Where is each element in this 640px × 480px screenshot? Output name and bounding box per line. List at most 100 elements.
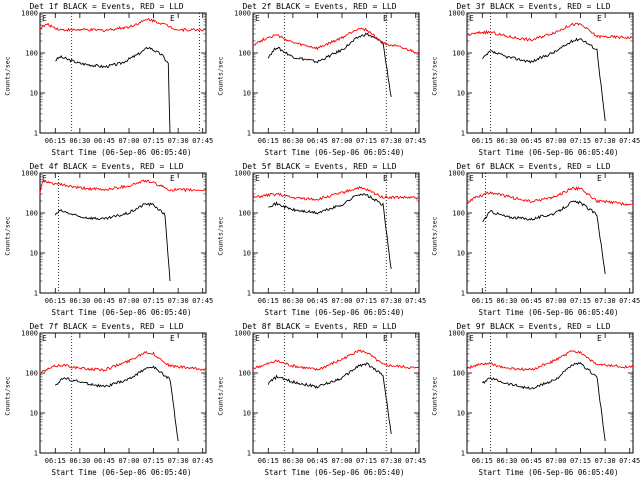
- x-tick-label: 06:30: [282, 297, 303, 305]
- y-tick-label: 100: [238, 50, 251, 58]
- corner-label-left: E: [42, 334, 47, 343]
- x-tick-label: 07:30: [168, 457, 189, 465]
- corner-label-left: E: [469, 14, 474, 23]
- y-tick-label: 1000: [21, 10, 38, 18]
- x-axis-label: Start Time (06-Sep-06 06:05:40): [264, 148, 405, 157]
- x-tick-label: 07:00: [545, 297, 566, 305]
- x-tick-label: 06:30: [282, 137, 303, 145]
- y-axis-label: Counts/sec: [430, 56, 439, 96]
- events-series-line: [54, 365, 179, 442]
- panel-title: Det 2f BLACK = Events, RED = LLD: [242, 2, 397, 11]
- y-tick-label: 1000: [21, 330, 38, 338]
- x-tick-label: 07:30: [595, 137, 616, 145]
- chart-svg: 1 10 100 1000 06:15 06:30 06:45 07:00 07:15 07:30…: [448, 10, 640, 146]
- x-axis-label: Start Time (06-Sep-06 06:05:40): [478, 308, 619, 317]
- panel-title: Det 3f BLACK = Events, RED = LLD: [456, 2, 611, 11]
- corner-label-right: E: [170, 14, 175, 23]
- corner-label-right: E: [383, 174, 388, 183]
- plot-frame: [252, 12, 420, 134]
- x-tick-label: 06:30: [69, 137, 90, 145]
- plot-frame: [39, 172, 207, 294]
- x-tick-label: 07:15: [570, 297, 591, 305]
- x-tick-label: 06:45: [307, 297, 328, 305]
- y-tick-label: 1000: [448, 10, 465, 18]
- x-tick-label: 06:45: [521, 137, 542, 145]
- x-tick-label: 06:30: [282, 457, 303, 465]
- lld-series-line: [39, 350, 207, 374]
- x-axis-label: Start Time (06-Sep-06 06:05:40): [478, 468, 619, 477]
- x-tick-label: 07:00: [118, 137, 139, 145]
- events-series-line: [268, 193, 392, 269]
- x-tick-label: 07:00: [331, 457, 352, 465]
- y-axis-label: Counts/sec: [216, 216, 225, 256]
- x-tick-label: 07:00: [331, 297, 352, 305]
- corner-label-left: E: [42, 174, 47, 183]
- y-tick-label: 10: [243, 250, 251, 258]
- x-tick-label: 06:15: [45, 297, 66, 305]
- x-tick-label: 07:00: [545, 137, 566, 145]
- y-axis-label: Counts/sec: [3, 56, 12, 96]
- corner-label-right: E: [170, 334, 175, 343]
- panel-title: Det 7f BLACK = Events, RED = LLD: [29, 322, 184, 331]
- y-tick-label: 10: [30, 410, 38, 418]
- x-axis-label: Start Time (06-Sep-06 06:05:40): [264, 468, 405, 477]
- y-tick-label: 1: [34, 450, 38, 458]
- events-series-line: [482, 200, 606, 274]
- y-axis-label: Counts/sec: [3, 376, 12, 416]
- x-tick-label: 06:45: [521, 297, 542, 305]
- x-tick-label: 06:45: [94, 137, 115, 145]
- x-tick-label: 07:15: [570, 137, 591, 145]
- y-tick-label: 1: [34, 130, 38, 138]
- chart-panel-1: 1 10 100 1000 06:15 06:30 06:45 07:00 07:15 07:30…: [0, 0, 213, 160]
- panel-title: Det 4f BLACK = Events, RED = LLD: [29, 162, 184, 171]
- chart-panel-8: 1 10 100 1000 06:15 06:30 06:45 07:00 07:15 07:30…: [213, 320, 426, 480]
- chart-svg: 1 10 100 1000 06:15 06:30 06:45 07:00 07:15 07:30…: [21, 330, 213, 466]
- lld-series-line: [39, 179, 207, 194]
- y-tick-label: 10: [243, 90, 251, 98]
- x-tick-label: 07:00: [331, 137, 352, 145]
- x-tick-label: 07:45: [619, 297, 640, 305]
- lld-series-line: [466, 186, 634, 206]
- corner-label-right: E: [383, 14, 388, 23]
- x-tick-label: 06:45: [94, 457, 115, 465]
- y-axis-label: Counts/sec: [216, 376, 225, 416]
- events-series-line: [267, 362, 392, 434]
- panel-title: Det 6f BLACK = Events, RED = LLD: [456, 162, 611, 171]
- x-tick-label: 07:00: [118, 457, 139, 465]
- events-series-line: [55, 46, 171, 134]
- chart-panel-4: 1 10 100 1000 06:15 06:30 06:45 07:00 07:15 07:30…: [0, 160, 213, 320]
- plot-frame: [252, 172, 420, 294]
- x-tick-label: 07:00: [545, 457, 566, 465]
- events-series-line: [54, 202, 171, 282]
- y-tick-label: 100: [238, 210, 251, 218]
- corner-label-left: E: [469, 174, 474, 183]
- x-tick-label: 06:45: [521, 457, 542, 465]
- y-tick-label: 10: [30, 90, 38, 98]
- corner-label-right: E: [597, 334, 602, 343]
- lld-series-line: [466, 350, 634, 372]
- y-tick-label: 100: [25, 210, 38, 218]
- y-tick-label: 10: [457, 90, 465, 98]
- y-tick-label: 1000: [234, 330, 251, 338]
- x-tick-label: 07:45: [405, 457, 426, 465]
- chart-panel-9: 1 10 100 1000 06:15 06:30 06:45 07:00 07:15 07:30…: [427, 320, 640, 480]
- y-tick-label: 1: [461, 450, 465, 458]
- lld-series-line: [252, 185, 420, 201]
- x-tick-label: 07:15: [570, 457, 591, 465]
- x-tick-label: 06:30: [69, 457, 90, 465]
- plot-frame: [252, 332, 420, 454]
- x-tick-label: 06:15: [258, 137, 279, 145]
- y-tick-label: 1: [461, 290, 465, 298]
- x-tick-label: 07:30: [381, 297, 402, 305]
- x-tick-label: 07:45: [405, 297, 426, 305]
- y-tick-label: 100: [25, 370, 38, 378]
- corner-label-left: E: [42, 14, 47, 23]
- corner-label-right: E: [597, 174, 602, 183]
- x-tick-label: 07:15: [356, 137, 377, 145]
- x-axis-label: Start Time (06-Sep-06 06:05:40): [478, 148, 619, 157]
- lld-series-line: [252, 349, 420, 371]
- x-tick-label: 06:45: [94, 297, 115, 305]
- y-tick-label: 100: [238, 370, 251, 378]
- y-tick-label: 100: [25, 50, 38, 58]
